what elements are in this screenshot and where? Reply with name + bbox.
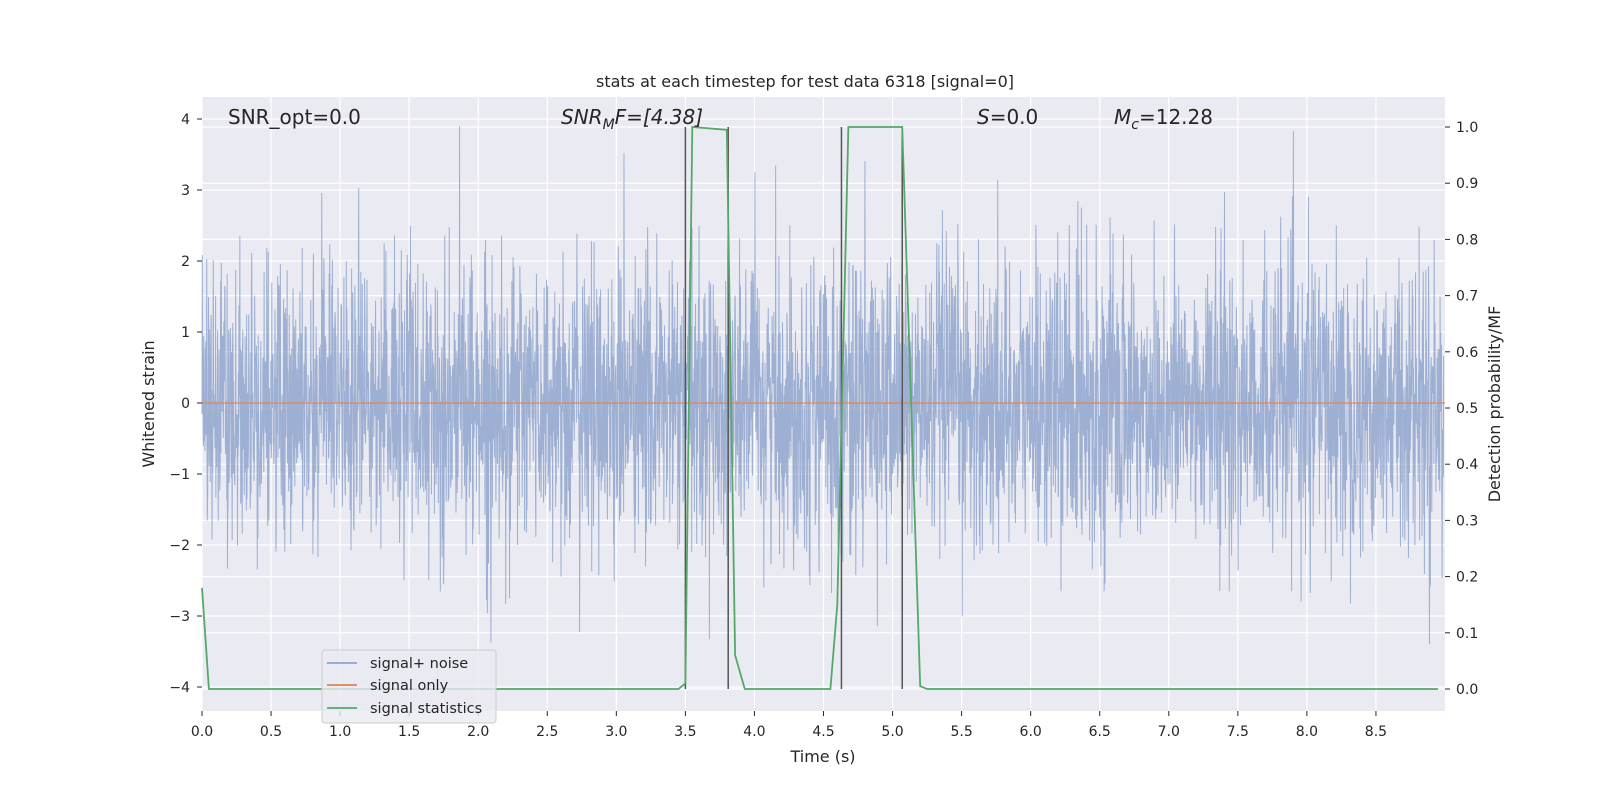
mc-main: M: [1114, 105, 1131, 129]
s-rest: =0.0: [990, 105, 1039, 129]
x-tick-label: 6.0: [1020, 724, 1042, 740]
legend-box: [321, 649, 497, 724]
y-right-tick-label: 0.7: [1456, 289, 1478, 305]
x-tick-label: 5.0: [881, 724, 903, 740]
x-tick-label: 4.0: [743, 724, 765, 740]
y-left-tick-label: 4: [181, 112, 190, 128]
y-left-axis-label: Whitened strain: [139, 340, 158, 467]
y-right-tick-label: 0.6: [1456, 345, 1478, 361]
y-left-tick-label: −4: [169, 680, 190, 696]
y-right-axis-ticks: 1.0 0.9 0.8 0.7 0.6 0.5 0.4 0.3 0.2 0.1 0.0: [1445, 120, 1478, 698]
x-tick-label: 1.0: [329, 724, 351, 740]
y-left-tick-label: 3: [181, 183, 190, 199]
mc-sub: c: [1131, 117, 1139, 133]
legend-label-signal-noise: signal+ noise: [370, 656, 468, 672]
y-right-tick-label: 0.9: [1456, 176, 1478, 192]
snr-mf-rest: F=[4.38]: [615, 105, 703, 129]
x-tick-label: 2.5: [536, 724, 558, 740]
y-left-axis-ticks: 4 3 2 1 0 −1 −2 −3 −4: [169, 112, 202, 696]
y-left-tick-label: 0: [181, 396, 190, 412]
y-right-tick-label: 0.5: [1456, 401, 1478, 417]
y-right-tick-label: 0.3: [1456, 513, 1478, 529]
chart-title: stats at each timestep for test data 631…: [596, 72, 1014, 91]
x-tick-label: 1.5: [398, 724, 420, 740]
signal-noise-line: [201, 126, 1445, 645]
x-tick-label: 7.5: [1227, 724, 1249, 740]
y-right-tick-label: 1.0: [1456, 120, 1478, 136]
signal-noise-series: [201, 126, 1445, 645]
x-tick-label: 4.5: [812, 724, 834, 740]
y-left-tick-label: −3: [169, 609, 190, 625]
y-left-tick-label: −1: [169, 467, 190, 483]
y-right-tick-label: 0.0: [1456, 682, 1478, 698]
x-axis-label: Time (s): [789, 747, 855, 766]
snr-mf-annotation: SNRMF=[4.38]: [561, 105, 703, 133]
x-tick-label: 0.5: [260, 724, 282, 740]
x-tick-label: 0.0: [191, 724, 213, 740]
y-left-tick-label: 2: [181, 254, 190, 270]
x-axis-ticks: 0.0 0.5 1.0 1.5 2.0 2.5 3.0 3.5 4.0 4.5 5.0 5.5 6.0 6…: [191, 711, 1387, 740]
x-tick-label: 8.0: [1296, 724, 1318, 740]
mc-rest: =12.28: [1139, 105, 1213, 129]
legend: signal+ noise signal only signal statist…: [321, 649, 497, 724]
x-tick-label: 8.5: [1365, 724, 1387, 740]
s-italic: S: [977, 105, 990, 129]
legend-label-signal-statistics: signal statistics: [370, 701, 482, 717]
mc-annotation: Mc=12.28: [1114, 105, 1213, 133]
snr-mf-sub: M: [603, 117, 615, 133]
x-tick-label: 2.0: [467, 724, 489, 740]
y-right-tick-label: 0.1: [1456, 626, 1478, 642]
y-right-axis-label: Detection probability/MF: [1485, 306, 1504, 503]
s-annotation: S=0.0: [977, 105, 1038, 129]
snr-mf-main: SNR: [561, 105, 603, 129]
y-right-tick-label: 0.8: [1456, 232, 1478, 248]
snr-opt-annotation: SNR_opt=0.0: [228, 105, 361, 129]
y-right-tick-label: 0.4: [1456, 457, 1478, 473]
x-tick-label: 3.5: [674, 724, 696, 740]
y-left-tick-label: 1: [181, 325, 190, 341]
x-tick-label: 5.5: [950, 724, 972, 740]
x-tick-label: 3.0: [605, 724, 627, 740]
x-tick-label: 6.5: [1089, 724, 1111, 740]
x-tick-label: 7.0: [1158, 724, 1180, 740]
legend-label-signal-only: signal only: [370, 678, 449, 694]
y-right-tick-label: 0.2: [1456, 570, 1478, 586]
y-left-tick-label: −2: [169, 538, 190, 554]
